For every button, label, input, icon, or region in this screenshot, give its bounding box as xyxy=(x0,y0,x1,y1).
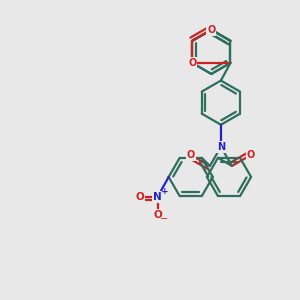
Text: O: O xyxy=(247,150,255,160)
Text: N: N xyxy=(217,142,225,152)
Text: O: O xyxy=(188,58,196,68)
Text: O: O xyxy=(136,192,144,202)
Text: N: N xyxy=(207,25,215,35)
Text: O: O xyxy=(187,150,195,160)
Text: N: N xyxy=(153,192,162,202)
Text: −: − xyxy=(160,214,168,224)
Text: O: O xyxy=(207,25,215,35)
Text: +: + xyxy=(160,188,168,196)
Text: O: O xyxy=(153,209,162,220)
